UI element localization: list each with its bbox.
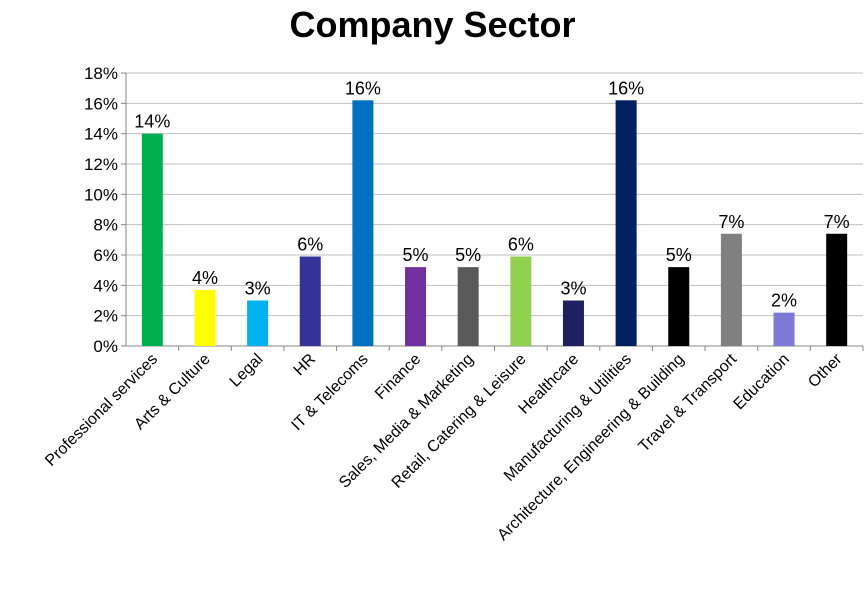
- category-label: Travel & Transport: [636, 350, 741, 455]
- category-label: Other: [805, 350, 846, 391]
- data-label: 16%: [345, 78, 381, 98]
- category-label: HR: [291, 351, 319, 379]
- category-label: Legal: [227, 351, 267, 391]
- y-tick-label: 12%: [84, 155, 118, 174]
- data-label: 14%: [134, 112, 170, 132]
- y-tick-label: 4%: [93, 276, 118, 295]
- y-tick-label: 18%: [84, 64, 118, 83]
- bars: [141, 100, 848, 346]
- category-label: Education: [731, 351, 793, 413]
- category-label: Architecture, Engineering & Building: [494, 351, 687, 544]
- gridlines: [126, 72, 863, 317]
- data-label: 4%: [192, 268, 218, 288]
- y-tick-label: 0%: [93, 337, 118, 356]
- bar: [141, 133, 163, 346]
- data-label: 3%: [245, 279, 271, 299]
- data-labels: 14% 4% 3% 6% 16% 5% 5% 6% 3% 16% 5% 7% 2% 7%: [134, 78, 849, 310]
- data-label: 5%: [666, 245, 692, 265]
- y-tick-label: 14%: [84, 125, 118, 144]
- bar: [299, 256, 321, 346]
- category-label: Finance: [372, 351, 424, 403]
- bar: [562, 300, 584, 346]
- data-label: 7%: [824, 212, 850, 232]
- bar: [194, 289, 216, 346]
- bar: [247, 300, 269, 346]
- bar: [773, 312, 795, 346]
- bar: [668, 267, 690, 346]
- data-label: 6%: [508, 235, 534, 255]
- bar: [405, 267, 427, 346]
- axes: 0% 2% 4% 6% 8% 10% 12% 14% 16% 18%: [84, 64, 864, 356]
- bar: [352, 100, 374, 346]
- data-label: 6%: [297, 235, 323, 255]
- data-label: 7%: [718, 212, 744, 232]
- bar: [457, 267, 479, 346]
- bar: [720, 233, 742, 346]
- bar: [826, 233, 848, 346]
- bar: [510, 256, 532, 346]
- y-tick-label: 10%: [84, 185, 118, 204]
- y-tick-label: 16%: [84, 94, 118, 113]
- bar: [615, 100, 637, 346]
- data-label: 5%: [455, 245, 481, 265]
- y-tick-label: 8%: [93, 216, 118, 235]
- y-tick-label: 2%: [93, 307, 118, 326]
- chart-title: Company Sector: [289, 4, 576, 45]
- data-label: 3%: [560, 279, 586, 299]
- data-label: 16%: [608, 78, 644, 98]
- data-label: 2%: [771, 291, 797, 311]
- y-tick-label: 6%: [93, 246, 118, 265]
- data-label: 5%: [403, 245, 429, 265]
